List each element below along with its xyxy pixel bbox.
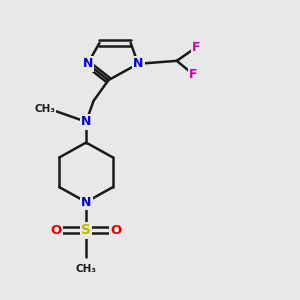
Text: N: N — [81, 196, 91, 208]
Text: S: S — [81, 223, 91, 237]
Text: N: N — [133, 57, 143, 70]
Text: O: O — [51, 224, 62, 237]
Text: N: N — [82, 57, 93, 70]
Text: F: F — [192, 41, 200, 54]
Text: O: O — [110, 224, 122, 237]
Text: CH₃: CH₃ — [76, 264, 97, 274]
Text: F: F — [189, 68, 197, 81]
Text: N: N — [81, 115, 91, 128]
Text: CH₃: CH₃ — [35, 104, 56, 114]
